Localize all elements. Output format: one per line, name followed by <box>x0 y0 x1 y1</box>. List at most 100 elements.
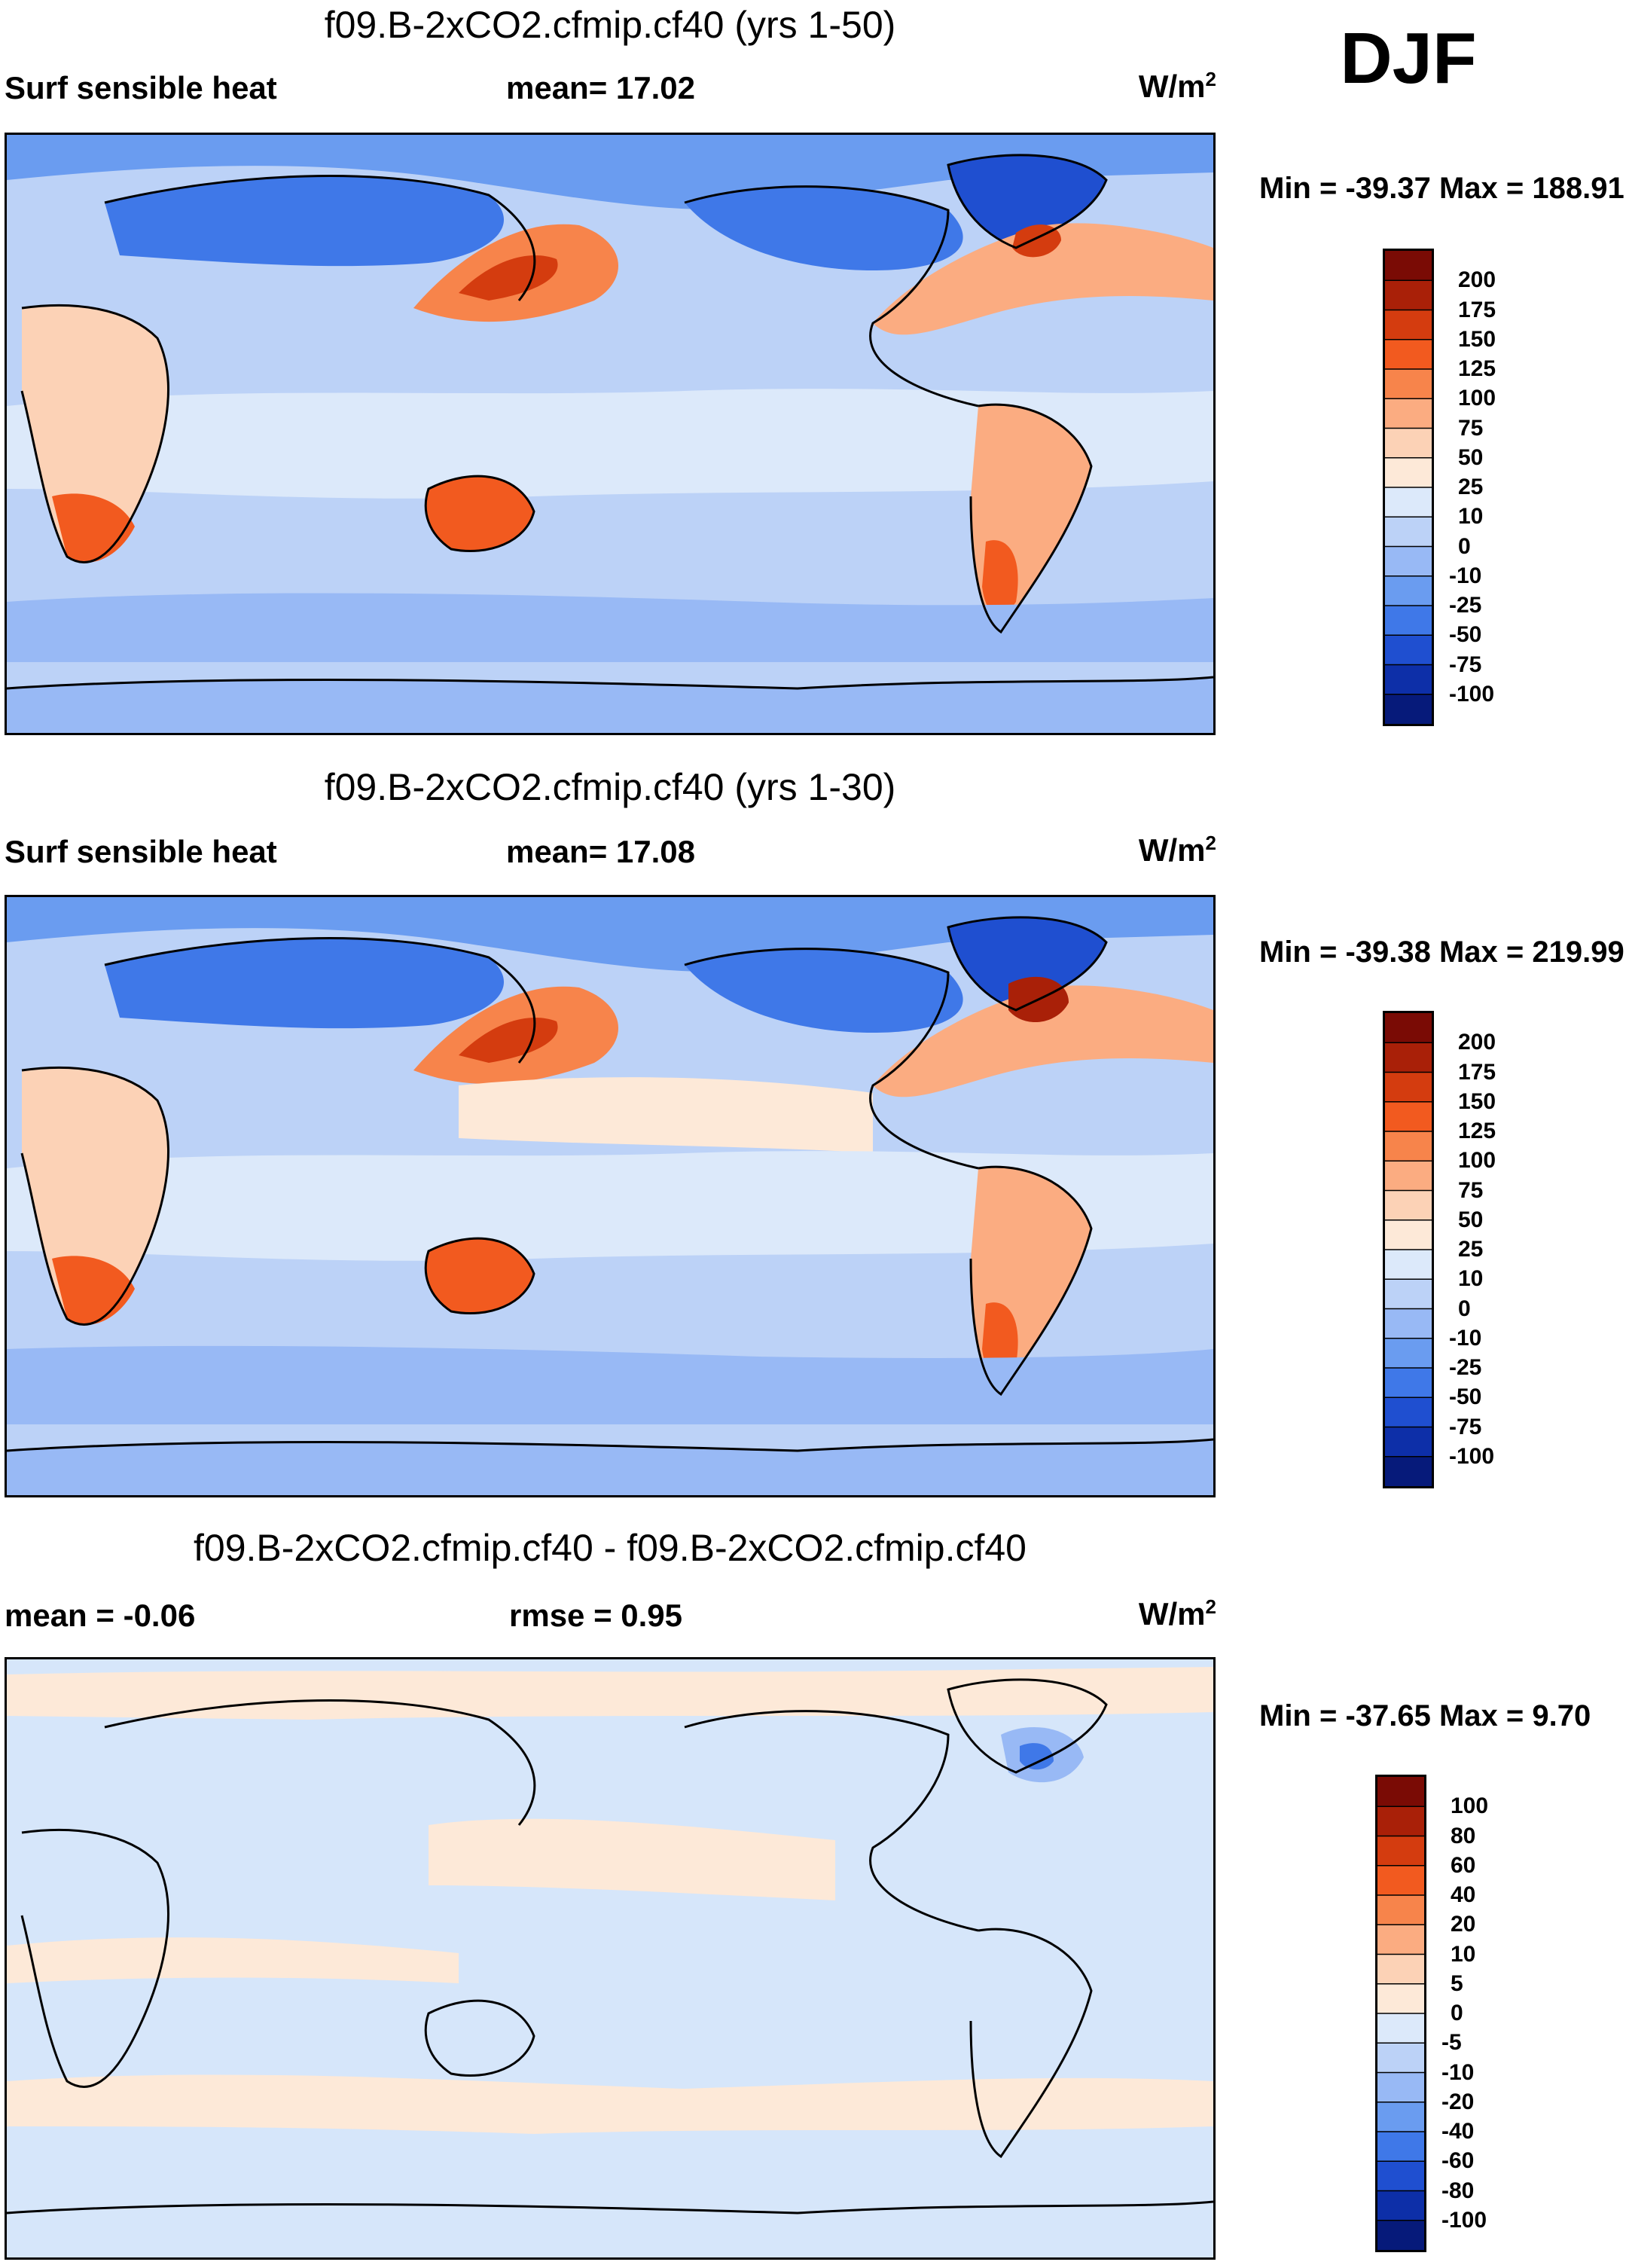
colorbar-swatch <box>1385 1338 1432 1369</box>
colorbar-swatch <box>1377 2220 1424 2250</box>
colorbar-tick-label: 200 <box>1458 1030 1496 1055</box>
colorbar-tick-label: -75 <box>1449 1414 1482 1439</box>
colorbar-swatch <box>1385 1072 1432 1103</box>
colorbar-swatch <box>1377 2161 1424 2191</box>
tropical-pale-patch <box>7 1937 459 1983</box>
colorbar-tick-label: 100 <box>1458 1148 1496 1174</box>
colorbar-tick-label: 25 <box>1458 1237 1484 1262</box>
colorbar-tick-label: 150 <box>1458 1088 1496 1114</box>
colorbar-tick-label: 125 <box>1458 1119 1496 1143</box>
colorbar-tick-label: 0 <box>1458 533 1471 559</box>
colorbar-tick-label: -75 <box>1449 652 1482 677</box>
colorbar-swatch <box>1385 251 1432 281</box>
colorbar-swatch <box>1377 1865 1424 1896</box>
tropical-pale-band <box>7 389 1213 499</box>
colorbar-tick-label: 100 <box>1458 386 1496 411</box>
colorbar-swatch <box>1385 1456 1432 1486</box>
colorbar-swatch <box>1377 2072 1424 2103</box>
colorbar-swatch <box>1385 1101 1432 1132</box>
coastlines <box>7 154 1213 690</box>
colorbar-tick-label: 150 <box>1458 326 1496 352</box>
colorbar-tick-label: 20 <box>1451 1912 1476 1937</box>
colorbar-swatch <box>1377 2013 1424 2044</box>
southern-ocean-band <box>7 593 1213 662</box>
pacific-pale-band <box>459 1077 873 1153</box>
colorbar-tick-label: 100 <box>1451 1793 1489 1819</box>
eurasia-cold-region <box>105 938 505 1029</box>
panel-1-colorbar <box>1383 249 1434 726</box>
colorbar-tick-label: 10 <box>1458 1266 1484 1292</box>
colorbar-tick-label: 60 <box>1451 1852 1476 1878</box>
australia-hot <box>426 1238 534 1314</box>
coastlines <box>7 916 1213 1452</box>
colorbar-swatch <box>1385 1161 1432 1191</box>
colorbar-swatch <box>1377 1925 1424 1955</box>
south-america-hot <box>982 540 1018 615</box>
colorbar-swatch <box>1385 635 1432 665</box>
panel-2-minmax: Min = -39.38 Max = 219.99 <box>1259 936 1624 969</box>
colorbar-swatch <box>1385 457 1432 488</box>
panel-1-mean-label: mean= 17.02 <box>506 70 696 105</box>
colorbar-swatch <box>1377 1983 1424 2014</box>
colorbar-tick-label: -10 <box>1449 1325 1482 1351</box>
colorbar-tick-label: -25 <box>1449 1355 1482 1380</box>
panel-1-units: W/m2 <box>1138 68 1216 104</box>
colorbar-tick-label: -10 <box>1449 563 1482 588</box>
pacific-pale-patch <box>429 1818 835 1900</box>
colorbar-swatch <box>1377 2043 1424 2073</box>
colorbar-swatch <box>1377 1895 1424 1925</box>
colorbar-swatch <box>1385 339 1432 370</box>
colorbar-tick-label: -5 <box>1441 2030 1462 2056</box>
colorbar-swatch <box>1385 280 1432 310</box>
colorbar-tick-label: 0 <box>1458 1296 1471 1321</box>
kuroshio-core <box>459 1018 558 1063</box>
colorbar-tick-label: 50 <box>1458 1207 1484 1232</box>
arctic-cold-band <box>7 135 1213 210</box>
panel-3-colorbar <box>1375 1775 1426 2252</box>
colorbar-tick-label: 40 <box>1451 1882 1476 1907</box>
colorbar-tick-label: 125 <box>1458 356 1496 381</box>
kuroshio-core <box>459 255 558 301</box>
colorbar-swatch <box>1385 1219 1432 1250</box>
colorbar-swatch <box>1385 398 1432 429</box>
panel-2-colorbar <box>1383 1011 1434 1488</box>
colorbar-swatch <box>1377 2102 1424 2132</box>
colorbar-tick-label: 200 <box>1458 267 1496 293</box>
colorbar-tick-label: -80 <box>1441 2178 1475 2203</box>
colorbar-swatch <box>1377 2132 1424 2162</box>
colorbar-swatch <box>1385 1250 1432 1280</box>
panel-2-title: f09.B-2xCO2.cfmip.cf40 (yrs 1-30) <box>324 766 896 808</box>
colorbar-tick-label: 50 <box>1458 444 1484 470</box>
panel-3-colorbar-svg <box>1377 1777 1424 2250</box>
colorbar-swatch <box>1385 369 1432 399</box>
panel-2-map <box>5 895 1216 1497</box>
north-america-cold-region <box>685 948 963 1033</box>
gulf-stream-warm <box>873 223 1213 335</box>
season-label: DJF <box>1340 18 1477 99</box>
colorbar-swatch <box>1385 1279 1432 1309</box>
panel-2-colorbar-svg <box>1385 1013 1432 1486</box>
southern-ocean-band <box>7 1345 1213 1424</box>
greenland-cold-region <box>948 917 1106 1010</box>
panel-3-title: f09.B-2xCO2.cfmip.cf40 - f09.B-2xCO2.cfm… <box>194 1527 1027 1569</box>
colorbar-tick-label: 10 <box>1451 1941 1476 1967</box>
panel-3-minmax: Min = -37.65 Max = 9.70 <box>1259 1699 1591 1732</box>
colorbar-tick-label: -50 <box>1449 1384 1482 1410</box>
colorbar-tick-label: 75 <box>1458 415 1484 441</box>
colorbar-swatch <box>1385 1397 1432 1427</box>
panel-2-units: W/m2 <box>1138 832 1216 868</box>
panel-1-colorbar-svg <box>1385 251 1432 724</box>
colorbar-tick-label: -50 <box>1449 622 1482 648</box>
south-pale-band <box>7 2074 1213 2134</box>
colorbar-swatch <box>1385 606 1432 636</box>
panel-2-map-svg <box>7 897 1213 1495</box>
greenland-cold-region <box>948 154 1106 248</box>
panel-1-minmax: Min = -39.37 Max = 188.91 <box>1259 172 1624 205</box>
colorbar-swatch <box>1377 2190 1424 2221</box>
colorbar-tick-label: 25 <box>1458 475 1484 499</box>
colorbar-tick-label: -100 <box>1441 2207 1487 2233</box>
north-america-cold-region <box>685 186 963 270</box>
colorbar-swatch <box>1385 428 1432 459</box>
colorbar-tick-label: 5 <box>1451 1970 1463 1996</box>
gulf-stream-warm <box>873 985 1213 1097</box>
